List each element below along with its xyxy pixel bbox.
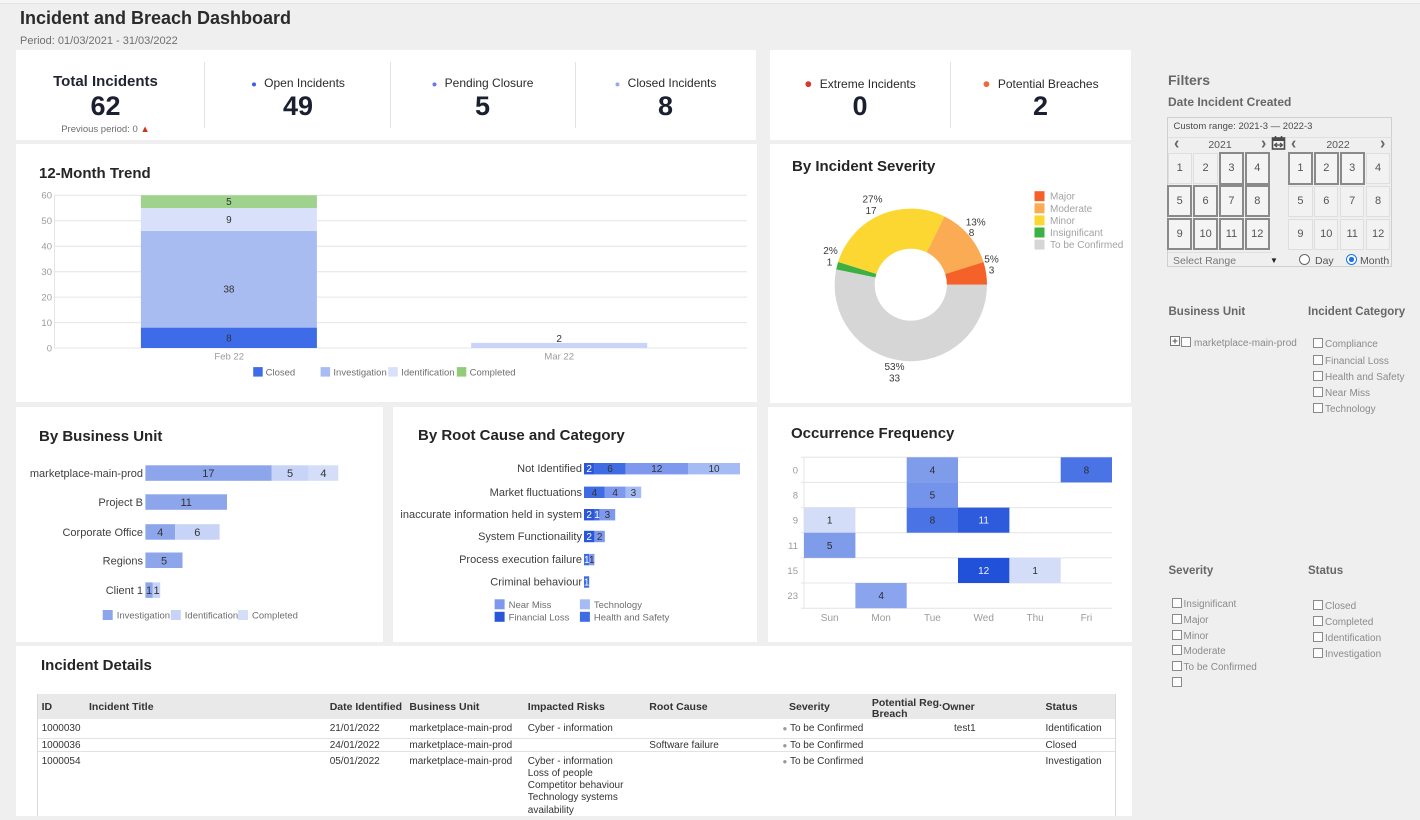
svg-text:11: 11: [180, 497, 191, 509]
svg-text:Major: Major: [1050, 192, 1076, 203]
svg-text:8: 8: [930, 516, 936, 527]
svg-text:Regions: Regions: [103, 555, 144, 567]
svg-text:5%: 5%: [984, 255, 999, 266]
svg-text:Feb 22: Feb 22: [214, 352, 244, 363]
svg-text:10: 10: [41, 318, 52, 329]
svg-text:Criminal behaviour: Criminal behaviour: [490, 577, 582, 589]
svg-text:0: 0: [793, 465, 798, 476]
svg-text:11: 11: [788, 541, 798, 552]
svg-text:2: 2: [586, 510, 592, 521]
svg-text:Project B: Project B: [98, 497, 143, 509]
svg-text:13%: 13%: [966, 218, 986, 229]
svg-text:Identification: Identification: [185, 611, 238, 622]
svg-text:4: 4: [157, 527, 163, 539]
svg-text:53%: 53%: [884, 362, 904, 373]
svg-text:Investigation: Investigation: [333, 368, 386, 379]
svg-text:1: 1: [1032, 566, 1038, 577]
svg-text:Not Identified: Not Identified: [517, 463, 582, 475]
svg-text:inaccurate information held in: inaccurate information held in system: [400, 509, 582, 521]
svg-text:2%: 2%: [823, 246, 838, 257]
svg-text:1: 1: [153, 585, 159, 597]
svg-text:8: 8: [969, 228, 975, 239]
svg-text:Tue: Tue: [924, 613, 941, 624]
svg-text:Health and Safety: Health and Safety: [594, 612, 670, 623]
svg-text:50: 50: [41, 216, 52, 227]
svg-text:38: 38: [223, 285, 235, 296]
svg-text:2: 2: [556, 334, 562, 345]
svg-text:Corporate Office: Corporate Office: [62, 527, 143, 539]
svg-text:8: 8: [793, 491, 798, 502]
svg-text:System Functionaility: System Functionaility: [478, 531, 582, 543]
svg-text:1: 1: [584, 555, 590, 566]
svg-text:15: 15: [787, 566, 798, 577]
svg-text:Process execution failure: Process execution failure: [459, 554, 582, 566]
svg-text:1: 1: [827, 516, 833, 527]
svg-text:Insignificant: Insignificant: [1050, 228, 1103, 239]
svg-text:4: 4: [878, 591, 884, 602]
svg-text:Market fluctuations: Market fluctuations: [490, 487, 583, 499]
svg-text:8: 8: [1084, 465, 1090, 476]
svg-text:4: 4: [612, 488, 618, 499]
svg-text:0: 0: [47, 343, 52, 354]
svg-text:Minor: Minor: [1050, 216, 1076, 227]
svg-text:To be Confirmed: To be Confirmed: [1050, 240, 1123, 251]
svg-text:Thu: Thu: [1026, 613, 1043, 624]
svg-text:Sun: Sun: [821, 613, 839, 624]
svg-text:Mar 22: Mar 22: [544, 352, 574, 363]
svg-text:marketplace-main-prod: marketplace-main-prod: [30, 468, 143, 480]
svg-text:17: 17: [202, 468, 214, 480]
svg-text:Moderate: Moderate: [1050, 204, 1093, 215]
svg-text:40: 40: [41, 242, 52, 253]
svg-text:3: 3: [605, 510, 611, 521]
svg-text:Closed: Closed: [266, 368, 296, 379]
svg-text:2: 2: [597, 532, 603, 543]
svg-text:3: 3: [631, 488, 637, 499]
svg-text:60: 60: [41, 191, 52, 202]
svg-text:4: 4: [930, 465, 936, 476]
svg-text:Wed: Wed: [974, 613, 994, 624]
svg-text:20: 20: [41, 293, 52, 304]
svg-text:23: 23: [787, 591, 798, 602]
svg-text:6: 6: [194, 527, 200, 539]
svg-text:5: 5: [287, 468, 293, 480]
svg-text:Fri: Fri: [1081, 613, 1093, 624]
svg-text:17: 17: [865, 206, 877, 217]
svg-text:12: 12: [978, 566, 990, 577]
svg-text:33: 33: [889, 374, 901, 385]
svg-text:Identification: Identification: [401, 368, 454, 379]
svg-text:5: 5: [226, 197, 232, 208]
svg-text:3: 3: [989, 266, 995, 277]
svg-text:5: 5: [161, 555, 167, 567]
svg-text:2: 2: [586, 532, 592, 543]
svg-text:1: 1: [584, 578, 590, 589]
svg-text:12: 12: [651, 464, 663, 475]
svg-text:30: 30: [41, 267, 52, 278]
svg-text:11: 11: [979, 516, 990, 527]
svg-text:Completed: Completed: [252, 611, 298, 622]
svg-text:8: 8: [226, 333, 232, 344]
svg-text:Completed: Completed: [470, 368, 516, 379]
svg-text:1: 1: [146, 585, 152, 597]
svg-text:Technology: Technology: [594, 600, 642, 611]
svg-text:5: 5: [930, 491, 936, 502]
svg-text:4: 4: [592, 488, 598, 499]
svg-text:5: 5: [827, 541, 833, 552]
svg-text:6: 6: [607, 464, 613, 475]
svg-text:Client 1: Client 1: [106, 585, 143, 597]
svg-text:9: 9: [793, 516, 798, 527]
svg-text:27%: 27%: [862, 195, 882, 206]
svg-text:4: 4: [320, 468, 326, 480]
svg-text:Financial Loss: Financial Loss: [509, 612, 570, 623]
svg-text:Near Miss: Near Miss: [509, 600, 552, 611]
svg-text:10: 10: [708, 464, 720, 475]
svg-text:1: 1: [589, 555, 595, 566]
svg-text:Investigation: Investigation: [117, 611, 170, 622]
svg-text:Mon: Mon: [871, 613, 890, 624]
svg-text:9: 9: [226, 215, 232, 226]
svg-text:1: 1: [827, 258, 833, 269]
svg-text:2: 2: [586, 464, 592, 475]
svg-text:1: 1: [594, 510, 600, 521]
